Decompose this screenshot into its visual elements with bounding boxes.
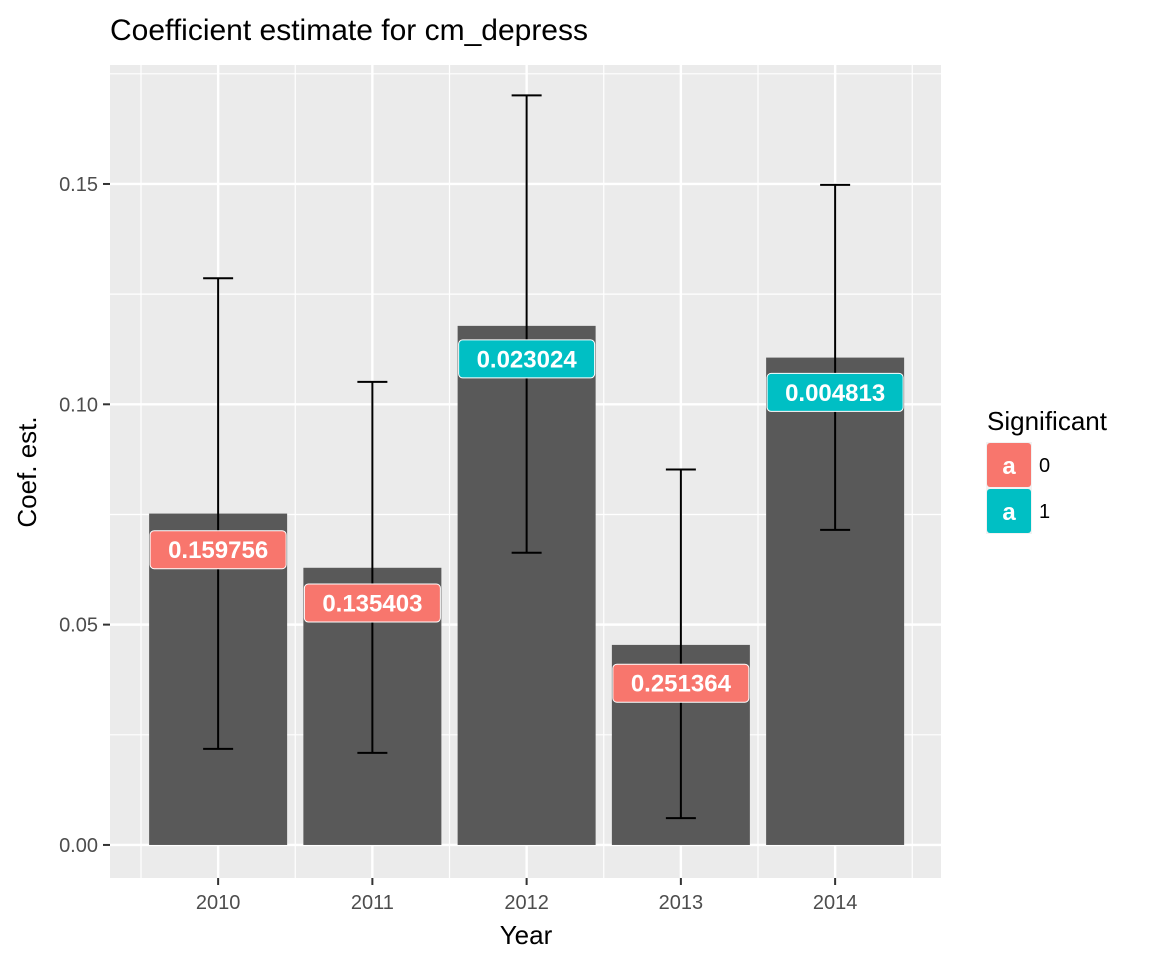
x-tick-label: 2012 [504,892,549,914]
legend: Significant a 0a 1 [986,406,1108,534]
error-bar-2011 [357,380,388,754]
error-bar-2013 [665,468,696,820]
data-label-2012: 0.023024 [458,339,596,379]
legend-title: Significant [987,406,1108,436]
data-label-box [458,339,596,379]
error-bar-2010 [203,277,234,750]
x-axis: 2010 2011 2012 2013 2014 [196,878,858,914]
data-label-box [303,583,441,623]
y-tick-label: 0.10 [59,394,98,416]
y-axis-title: Coef. est. [12,416,42,527]
data-label-box [149,530,287,570]
x-tick-label: 2011 [351,892,394,914]
y-axis: 0.00 0.05 0.10 0.15 [59,174,110,857]
legend-key-box [987,443,1031,487]
data-label-2014: 0.004813 [766,372,904,412]
legend-label: 1 [1039,501,1050,523]
error-bar-2012 [511,94,542,554]
legend-key-box [987,489,1031,533]
error-bar-2014 [820,183,851,531]
y-tick-label: 0.00 [59,835,98,857]
legend-label: 0 [1039,455,1050,477]
data-label-text: 0.159756 [168,537,268,564]
data-label-text: 0.004813 [785,380,885,407]
x-tick-label: 2014 [813,892,858,914]
legend-key-text: a [1002,453,1016,480]
x-tick-label: 2013 [659,892,704,914]
data-label-2010: 0.159756 [149,530,287,570]
data-label-2013: 0.251364 [612,663,750,703]
y-tick-label: 0.05 [59,615,98,637]
x-tick-label: 2010 [196,892,241,914]
data-label-box [612,663,750,703]
data-label-text: 0.135403 [322,591,422,618]
data-label-text: 0.023024 [477,346,578,373]
x-axis-title: Year [500,920,553,950]
data-label-text: 0.251364 [631,671,732,698]
data-label-box [766,372,904,412]
chart-title: Coefficient estimate for cm_depress [110,14,588,47]
y-tick-label: 0.15 [59,174,98,196]
data-labels: 0.159756 0.135403 0.023024 0.251364 0.004813 [149,339,904,703]
legend-key-text: a [1002,499,1016,526]
data-label-2011: 0.135403 [303,583,441,623]
error-bars [203,94,851,820]
